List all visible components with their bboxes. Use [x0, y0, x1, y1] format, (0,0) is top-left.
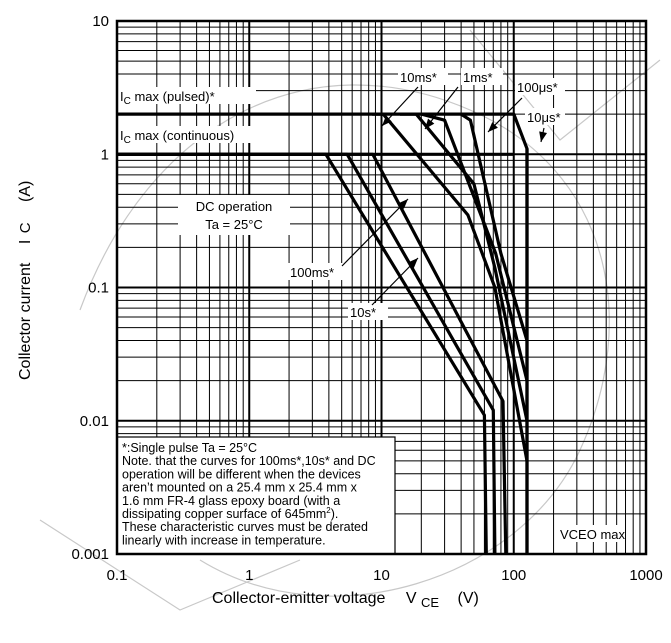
watermark-curve [79, 84, 610, 597]
y-axis-unit: (A) [17, 181, 34, 202]
label-10ms-part: 10ms* [400, 70, 437, 85]
y-axis-label-text: Collector current [17, 262, 34, 380]
note-line-superscript: 2 [326, 506, 331, 515]
plot-frame [115, 19, 648, 556]
watermark-outline [39, 29, 661, 611]
label-vceo-max: VCEO max [560, 527, 626, 542]
arrow-1ms-head [425, 118, 435, 129]
label-100ms: 100ms* [290, 265, 334, 280]
note-box [116, 436, 396, 555]
note-line: operation will be different when the dev… [122, 467, 361, 481]
label-ic-max-continuous-bg [118, 126, 264, 143]
y-tick-label: 0.1 [88, 280, 109, 297]
label-dc-operation-bg [178, 195, 290, 235]
label-100ms-part: 100ms* [290, 265, 334, 280]
arrow-10us-head [539, 131, 548, 142]
label-10us-part: 10μs* [527, 110, 561, 125]
label-dc-operation: DC operation [196, 199, 273, 214]
x-axis-label: Collector-emitter voltage V CE (V) [212, 590, 479, 611]
soa-curve-100-s [420, 112, 529, 381]
label-dc-temperature: Ta = 25°C [205, 217, 263, 232]
label-10ms: 10ms* [400, 70, 437, 85]
arrow-100ms [341, 198, 409, 267]
label-ic-max-pulsed: IC max (pulsed)* [120, 89, 215, 107]
x-tick-label: 1 [245, 567, 253, 584]
x-tick-label: 1000 [629, 567, 662, 584]
label-100ms-bg [288, 263, 344, 280]
label-1ms: 1ms* [463, 70, 493, 85]
x-axis-symbol: V [406, 590, 417, 607]
label-100us-part: 100μs* [517, 80, 558, 95]
chart-ticks: 0.1 1 10 100 1000 0.001 0.01 0.1 1 10 [71, 13, 662, 584]
label-ic-max-continuous-part: I [120, 128, 124, 143]
note-line-text: dissipating copper surface of 645mm [122, 507, 326, 521]
note-line: dissipating copper surface of 645mm2). [122, 506, 338, 521]
watermark-chevron [39, 519, 301, 611]
label-vceo-max-bg [558, 525, 620, 542]
arrow-100ms-head [398, 199, 408, 209]
note-line: These characteristic curves must be dera… [122, 520, 368, 534]
x-axis-unit: (V) [458, 590, 479, 607]
label-ic-max-pulsed-part: I [120, 89, 124, 104]
arrow-10s-head [408, 258, 418, 268]
y-tick-label: 0.01 [80, 413, 109, 430]
label-10ms-bg [398, 68, 448, 85]
soa-curve-10-s [460, 112, 529, 341]
arrow-100us-head [488, 122, 498, 132]
arrow-10ms-head [382, 115, 392, 126]
label-100us: 100μs* [517, 80, 558, 95]
note-line-text: ). [331, 507, 339, 521]
label-ic-max-pulsed-part: max (pulsed)* [131, 89, 215, 104]
label-10s: 10s* [350, 305, 376, 320]
y-axis-symbol: I [17, 240, 34, 244]
y-axis-symbol-sub: C [17, 222, 34, 233]
note-line: aren’t mounted on a 25.4 mm x 25.4 mm x [122, 481, 358, 495]
label-100us-bg [515, 78, 565, 95]
note-line: Note. that the curves for 100ms*,10s* an… [122, 454, 376, 468]
label-ic-max-continuous-part: max (continuous) [131, 128, 234, 143]
x-tick-label: 10 [373, 567, 390, 584]
label-vceo-max-part: VCEO max [560, 527, 626, 542]
x-axis-symbol-sub: CE [421, 595, 439, 610]
label-ic-max-pulsed-bg [118, 87, 256, 104]
label-1ms-part: 1ms* [463, 70, 493, 85]
label-ic-max-continuous-part: C [124, 135, 131, 146]
label-10us: 10μs* [527, 110, 561, 125]
label-ic-max-pulsed-part: C [124, 96, 131, 107]
y-tick-label: 10 [92, 13, 109, 30]
label-10us-bg [525, 108, 565, 125]
note-line: linearly with increase in temperature. [122, 533, 326, 547]
arrow-10s [371, 257, 419, 306]
watermark-chevron [469, 29, 661, 141]
y-tick-label: 1 [101, 146, 109, 163]
label-1ms-bg [461, 68, 503, 85]
note-line: 1.6 mm FR-4 glass epoxy board (with a [122, 494, 340, 508]
chart-annotations: IC max (pulsed)*IC max (continuous)DC op… [116, 68, 626, 555]
x-tick-label: 100 [501, 567, 526, 584]
label-10s-part: 10s* [350, 305, 376, 320]
label-ic-max-continuous: IC max (continuous) [120, 128, 234, 146]
x-axis-label-text: Collector-emitter voltage [212, 590, 386, 607]
note-line: *:Single pulse Ta = 25°C [122, 441, 257, 455]
y-tick-label: 0.001 [71, 546, 109, 563]
y-axis-label: Collector current I C (A) [17, 181, 34, 380]
x-tick-label: 0.1 [107, 567, 128, 584]
label-10s-bg [348, 303, 388, 320]
chart-curves [117, 112, 529, 555]
